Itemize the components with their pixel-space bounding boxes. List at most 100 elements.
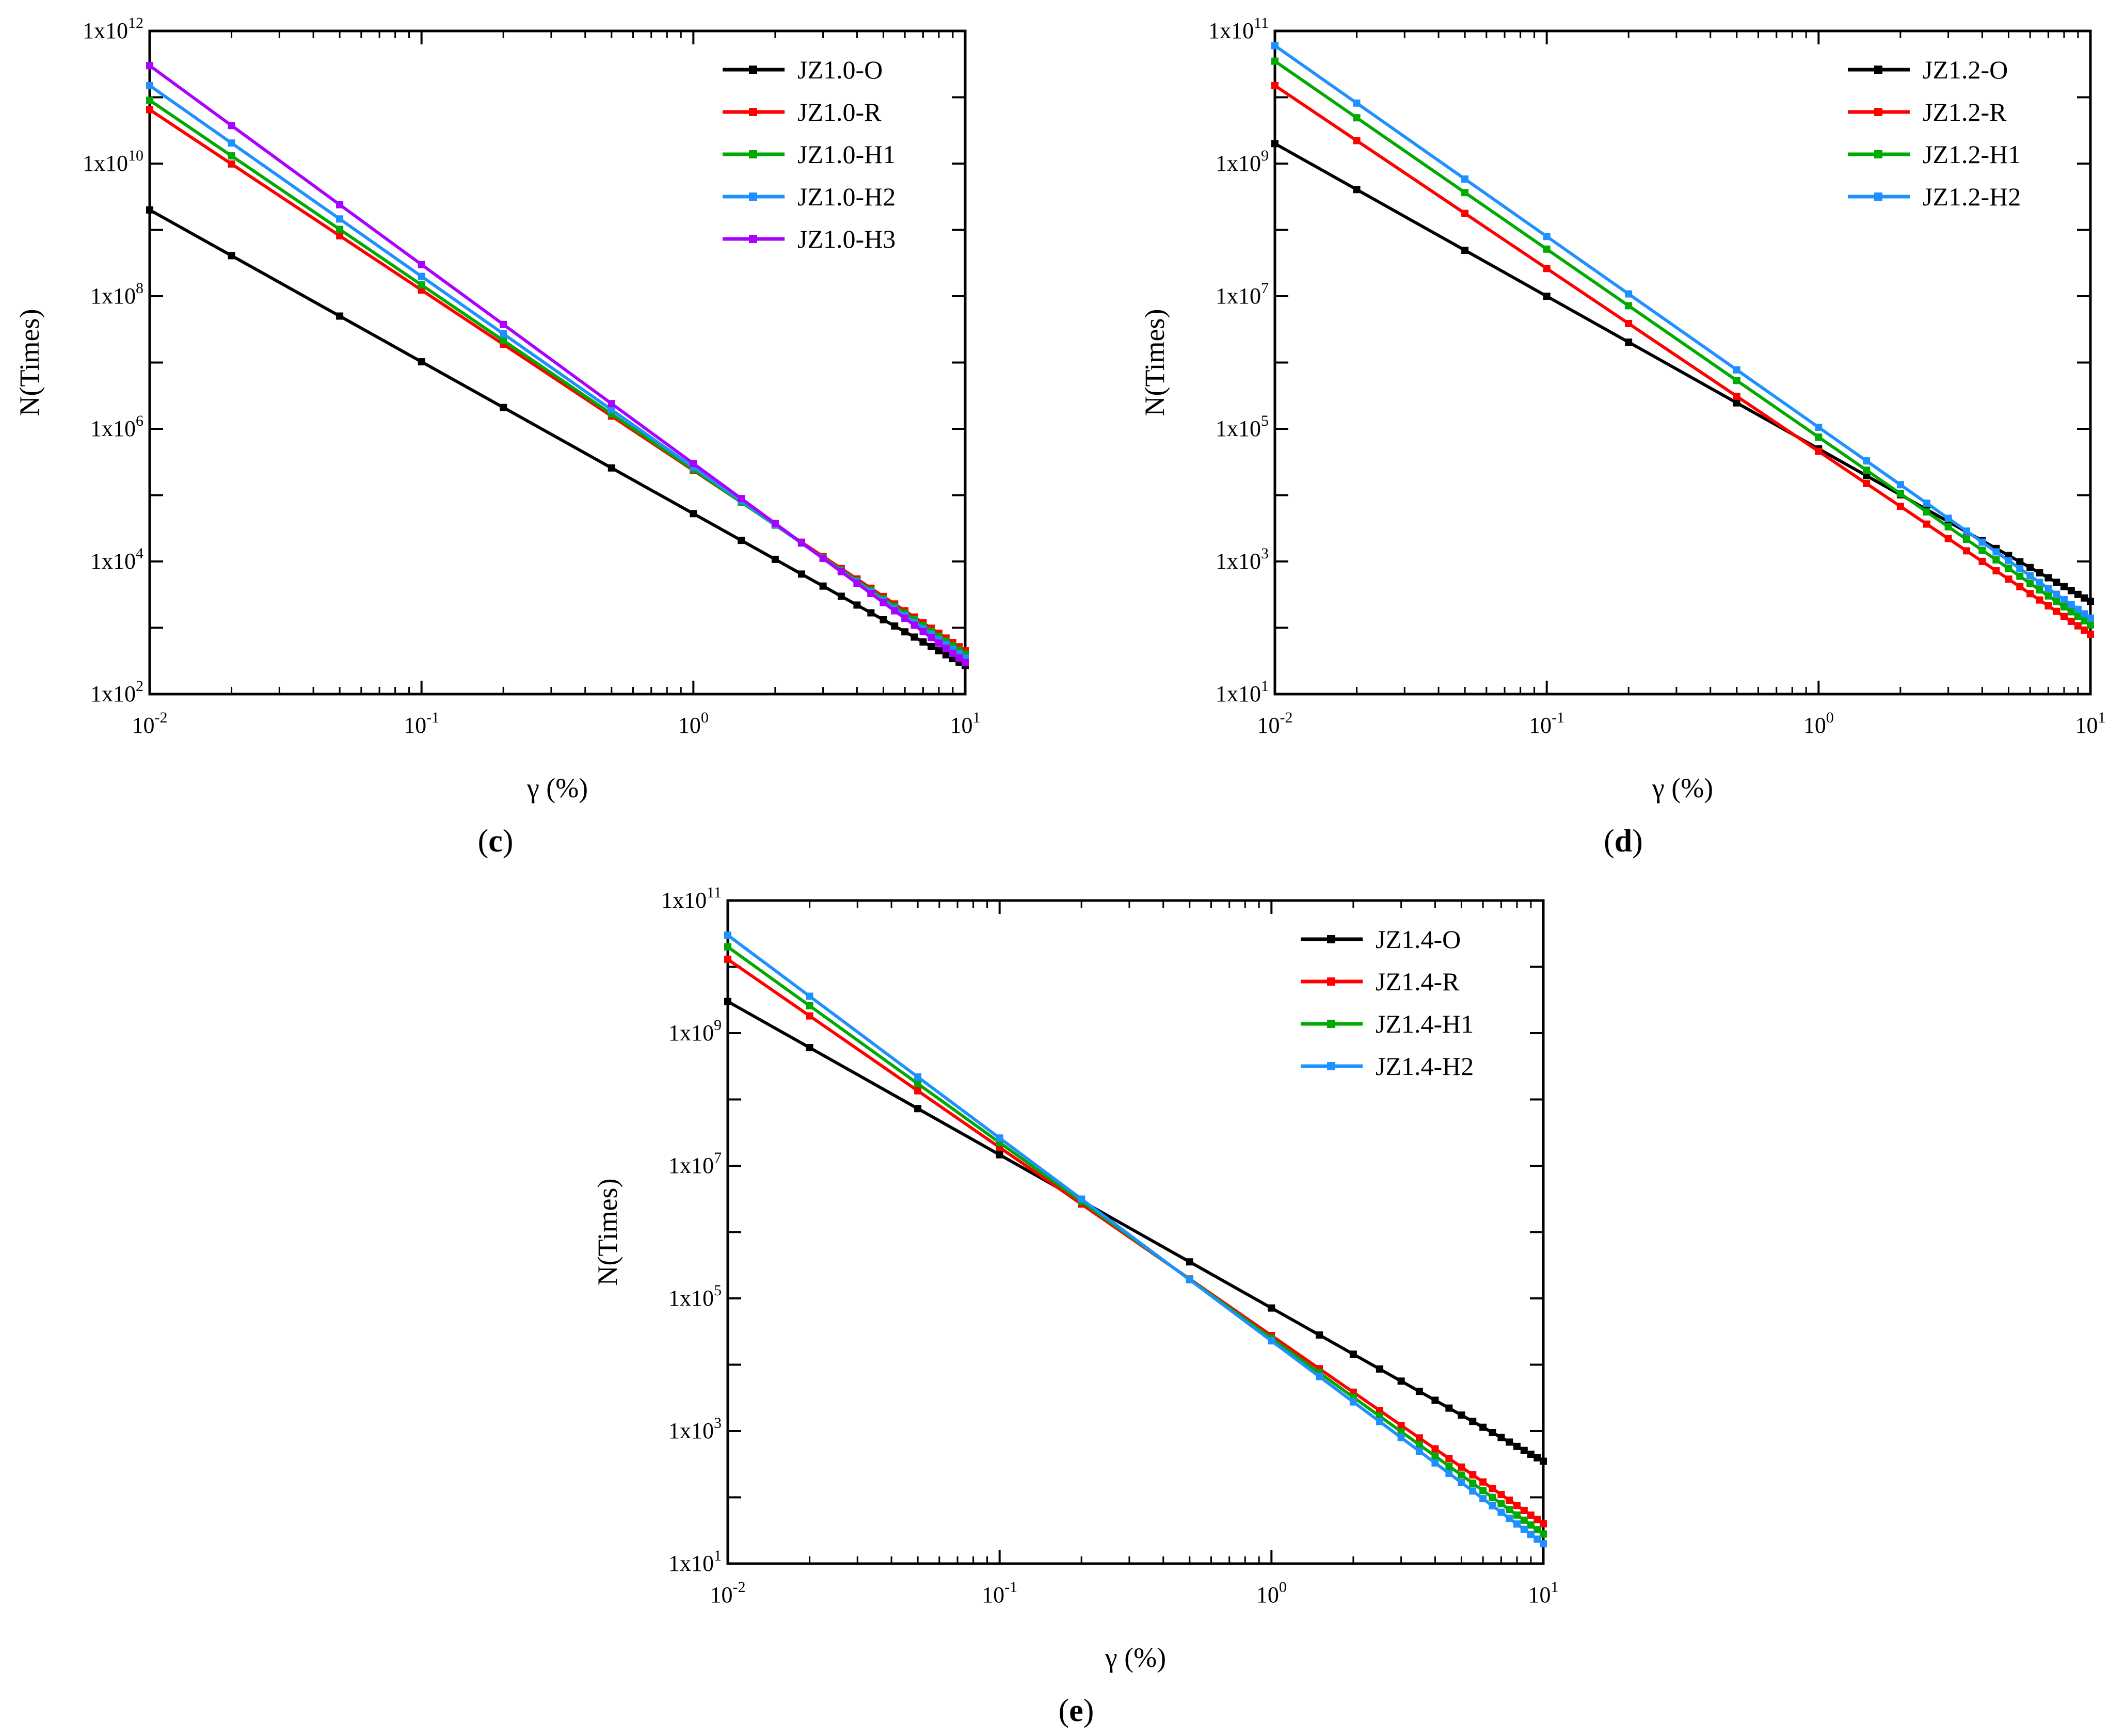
- data-point-JZ1.4-H2: [1479, 1495, 1487, 1503]
- data-point-JZ1.2-H2: [1733, 366, 1740, 374]
- data-point-JZ1.4-O: [1349, 1351, 1357, 1358]
- data-point-JZ1.0-H3: [738, 495, 745, 503]
- legend-marker: [1874, 150, 1882, 158]
- y-axis-title: N(Times): [1139, 309, 1170, 416]
- legend-marker: [749, 235, 757, 243]
- data-point-JZ1.2-H1: [2060, 603, 2068, 610]
- data-point-JZ1.0-H3: [962, 658, 969, 666]
- data-point-JZ1.4-R: [1540, 1520, 1547, 1528]
- data-point-JZ1.4-O: [1497, 1434, 1505, 1441]
- x-tick-label: 10-1: [404, 709, 439, 738]
- data-point-JZ1.2-O: [2036, 569, 2043, 577]
- data-point-JZ1.4-H1: [1479, 1487, 1487, 1494]
- data-point-JZ1.4-O: [1533, 1454, 1541, 1461]
- series-line-JZ1.0-O: [149, 208, 966, 667]
- data-point-JZ1.4-H1: [1506, 1506, 1513, 1514]
- data-point-JZ1.2-H2: [1923, 500, 1930, 507]
- data-point-JZ1.0-H3: [867, 590, 875, 598]
- data-point-JZ1.4-R: [1533, 1516, 1541, 1523]
- data-point-JZ1.4-H2: [1506, 1515, 1513, 1522]
- data-point-JZ1.2-H2: [1353, 99, 1361, 107]
- x-tick-label: 100: [1803, 709, 1834, 738]
- data-point-JZ1.4-H2: [1497, 1508, 1505, 1516]
- data-point-JZ1.4-R: [1397, 1421, 1405, 1429]
- data-point-JZ1.4-R: [724, 955, 731, 963]
- data-point-JZ1.4-O: [1489, 1429, 1496, 1437]
- data-point-JZ1.4-O: [1397, 1377, 1405, 1385]
- data-point-JZ1.4-H2: [724, 931, 731, 939]
- data-point-JZ1.2-R: [1978, 557, 1986, 565]
- data-point-JZ1.2-R: [2005, 575, 2012, 583]
- legend-label: JZ1.2-H2: [1923, 182, 2021, 211]
- series-line-JZ1.0-H3: [149, 64, 966, 664]
- data-point-JZ1.4-H2: [996, 1134, 1003, 1142]
- data-point-JZ1.2-R: [2081, 626, 2088, 634]
- data-point-JZ1.0-H3: [608, 400, 615, 408]
- data-point-JZ1.0-O: [935, 647, 942, 655]
- y-tick-label: 1x101: [668, 1547, 722, 1576]
- legend-marker: [1327, 977, 1335, 986]
- data-point-JZ1.2-H1: [1992, 556, 2000, 564]
- data-point-JZ1.4-R: [1458, 1463, 1465, 1471]
- data-point-JZ1.4-H1: [1513, 1511, 1521, 1519]
- panel-label: (e): [1059, 1693, 1094, 1728]
- data-point-JZ1.2-H1: [1461, 189, 1469, 197]
- data-point-JZ1.0-H1: [418, 281, 425, 289]
- series-line-JZ1.2-O: [1274, 142, 2091, 603]
- data-point-JZ1.2-R: [1353, 137, 1361, 144]
- data-point-JZ1.4-H1: [1458, 1471, 1465, 1479]
- x-axis-title: γ (%): [526, 773, 588, 803]
- data-point-JZ1.0-H3: [146, 62, 153, 70]
- legend-label: JZ1.4-O: [1376, 925, 1461, 954]
- data-point-JZ1.2-H1: [2005, 565, 2012, 572]
- data-point-JZ1.2-H1: [2053, 598, 2060, 605]
- panel-label: (c): [478, 824, 514, 859]
- y-tick-label: 1x1010: [83, 147, 143, 176]
- data-point-JZ1.4-O: [1445, 1404, 1453, 1412]
- data-point-JZ1.0-H3: [901, 615, 909, 622]
- data-point-JZ1.0-R: [336, 232, 344, 239]
- legend-label: JZ1.4-H1: [1376, 1009, 1474, 1038]
- data-point-JZ1.2-H1: [1733, 377, 1740, 384]
- data-point-JZ1.0-O: [738, 537, 745, 544]
- y-axis-title: N(Times): [14, 309, 45, 416]
- data-point-JZ1.2-R: [1962, 547, 1970, 555]
- data-point-JZ1.4-H1: [806, 1002, 813, 1009]
- data-point-JZ1.2-H1: [1863, 467, 1871, 474]
- data-point-JZ1.0-O: [771, 555, 779, 563]
- data-point-JZ1.0-O: [608, 464, 615, 472]
- x-axis-title: γ (%): [1105, 1642, 1166, 1673]
- legend-marker: [1327, 935, 1335, 943]
- data-point-JZ1.2-O: [2026, 564, 2034, 571]
- y-tick-label: 1x1012: [83, 14, 143, 43]
- data-point-JZ1.4-O: [1469, 1418, 1477, 1425]
- data-point-JZ1.4-O: [1458, 1411, 1465, 1419]
- x-tick-label: 100: [1256, 1579, 1287, 1608]
- data-point-JZ1.2-H2: [2016, 565, 2024, 572]
- data-point-JZ1.2-H2: [1896, 481, 1904, 489]
- data-point-JZ1.0-O: [418, 358, 425, 366]
- data-point-JZ1.2-H2: [1815, 423, 1823, 431]
- data-point-JZ1.2-R: [2067, 617, 2075, 625]
- legend-label: JZ1.0-H3: [797, 224, 896, 253]
- data-point-JZ1.0-O: [819, 582, 827, 590]
- data-point-JZ1.4-R: [1479, 1478, 1487, 1486]
- data-point-JZ1.2-H1: [2016, 572, 2024, 580]
- data-point-JZ1.2-R: [1461, 210, 1469, 217]
- data-point-JZ1.2-H2: [1625, 290, 1633, 298]
- legend-marker: [1327, 1020, 1335, 1028]
- legend-marker: [1874, 192, 1882, 201]
- legend-label: JZ1.4-R: [1376, 967, 1460, 996]
- y-axis-title: N(Times): [592, 1178, 623, 1285]
- data-point-JZ1.2-R: [2074, 622, 2082, 630]
- data-point-JZ1.4-H2: [1469, 1487, 1477, 1495]
- y-tick-label: 1x105: [1216, 412, 1269, 441]
- data-point-JZ1.2-H2: [2087, 614, 2094, 622]
- data-point-JZ1.0-H3: [955, 654, 963, 662]
- x-tick-label: 10-1: [982, 1579, 1017, 1608]
- legend-marker: [749, 150, 757, 158]
- data-point-JZ1.4-H2: [1376, 1418, 1383, 1425]
- data-point-JZ1.4-H1: [1497, 1500, 1505, 1507]
- data-point-JZ1.2-H1: [2087, 621, 2094, 629]
